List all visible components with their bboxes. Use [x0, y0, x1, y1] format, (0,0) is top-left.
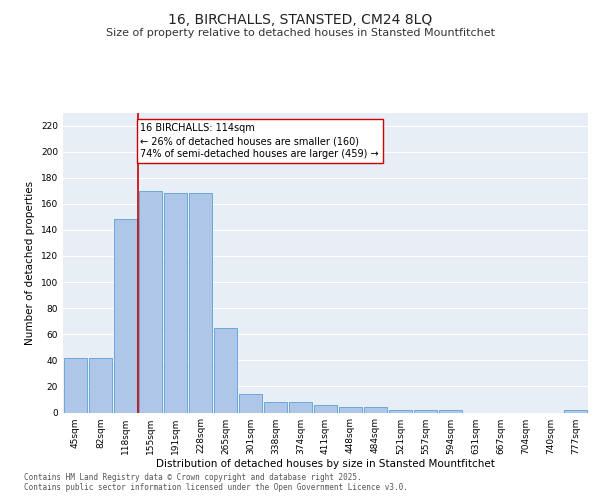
Text: 16, BIRCHALLS, STANSTED, CM24 8LQ: 16, BIRCHALLS, STANSTED, CM24 8LQ [168, 12, 432, 26]
Text: Size of property relative to detached houses in Stansted Mountfitchet: Size of property relative to detached ho… [106, 28, 494, 38]
Text: Contains HM Land Registry data © Crown copyright and database right 2025.
Contai: Contains HM Land Registry data © Crown c… [24, 472, 408, 492]
Bar [113, 220, 137, 412]
Bar [214, 328, 238, 412]
Bar [239, 394, 262, 412]
Bar [64, 358, 88, 412]
Bar [389, 410, 412, 412]
X-axis label: Distribution of detached houses by size in Stansted Mountfitchet: Distribution of detached houses by size … [156, 460, 495, 469]
Bar [164, 194, 187, 412]
Bar [314, 404, 337, 412]
Bar [413, 410, 437, 412]
Bar [364, 408, 388, 412]
Text: 16 BIRCHALLS: 114sqm
← 26% of detached houses are smaller (160)
74% of semi-deta: 16 BIRCHALLS: 114sqm ← 26% of detached h… [140, 123, 379, 160]
Bar [89, 358, 112, 412]
Bar [439, 410, 463, 412]
Bar [338, 408, 362, 412]
Y-axis label: Number of detached properties: Number of detached properties [25, 180, 35, 344]
Bar [188, 194, 212, 412]
Bar [563, 410, 587, 412]
Bar [139, 191, 163, 412]
Bar [263, 402, 287, 412]
Bar [289, 402, 313, 412]
